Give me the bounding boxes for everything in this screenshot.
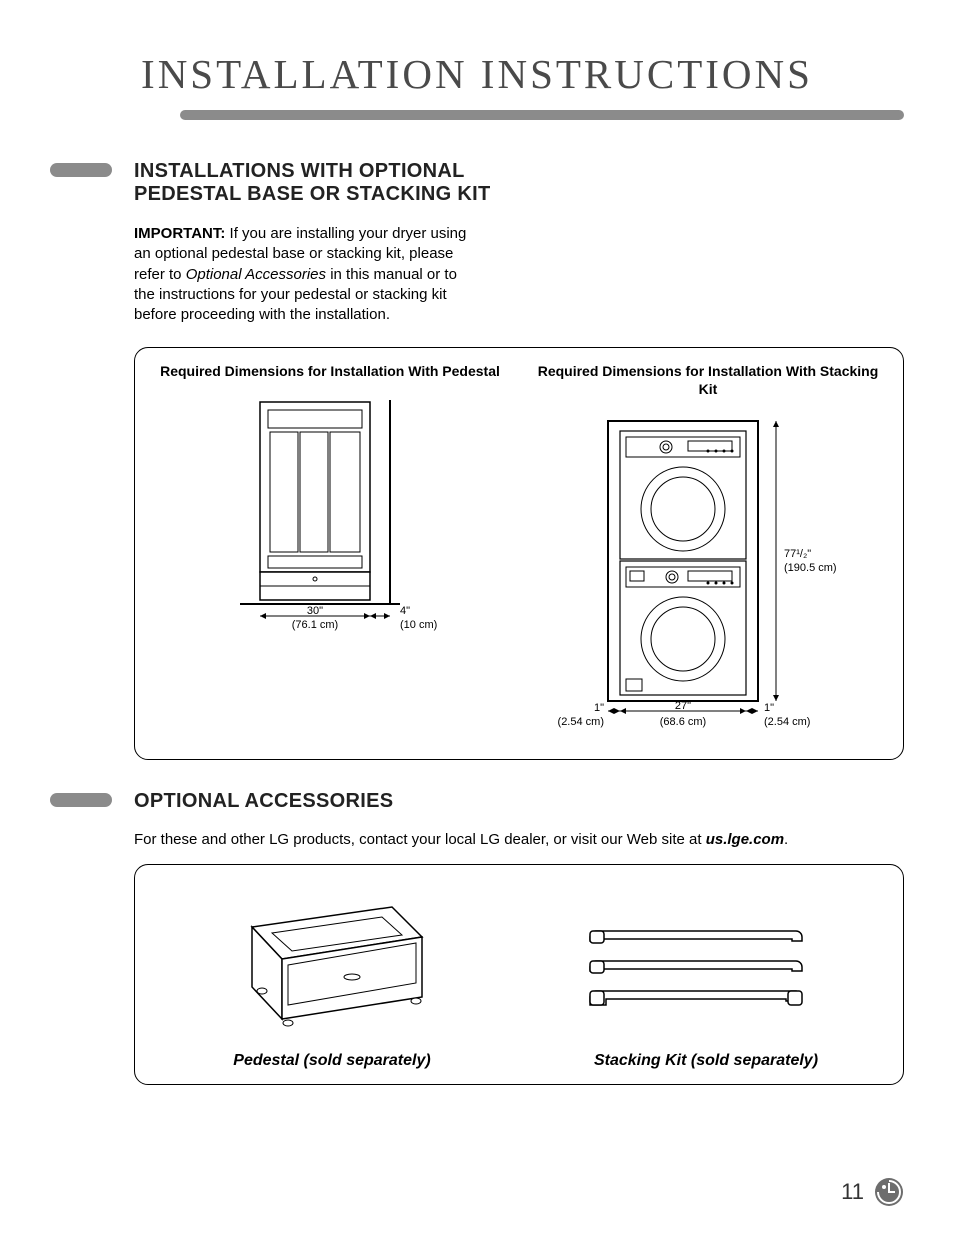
pedestal-side-cm: (10 cm)	[400, 619, 437, 631]
stacking-width-in: 27"	[675, 700, 691, 712]
stacking-title: Required Dimensions for Installation Wit…	[531, 362, 885, 398]
pedestal-title: Required Dimensions for Installation Wit…	[153, 362, 507, 380]
heading-line-2: PEDESTAL BASE OR STACKING KIT	[134, 183, 491, 205]
accessories-intro-after: .	[784, 831, 788, 848]
stacking-kit-icon	[566, 887, 846, 1037]
page-footer: 11	[841, 1177, 904, 1207]
pedestal-diagram: 30" (76.1 cm) 4" (10 cm)	[200, 392, 460, 652]
stacking-width-cm: (68.6 cm)	[660, 716, 706, 728]
heading-bullet	[50, 163, 112, 177]
pedestal-column: Required Dimensions for Installation Wit…	[153, 362, 507, 740]
stacking-product-col: Stacking Kit (sold separately)	[539, 887, 873, 1070]
accessories-intro-text: For these and other LG products, contact…	[134, 831, 706, 848]
stacking-left-cm: (2.54 cm)	[558, 716, 604, 728]
stacking-right-cm: (2.54 cm)	[764, 716, 810, 728]
stacking-left-in: 1"	[594, 702, 604, 714]
stacking-diagram: 77¹/₂" (190.5 cm) 1" (2.54 cm) 27" (68.6…	[548, 411, 868, 741]
dimensions-box: Required Dimensions for Installation Wit…	[134, 347, 904, 759]
accessories-site: us.lge.com	[706, 831, 784, 848]
pedestal-caption: Pedestal (sold separately)	[165, 1052, 499, 1070]
stacking-column: Required Dimensions for Installation Wit…	[531, 362, 885, 740]
section-2-heading: OPTIONAL ACCESSORIES	[134, 790, 393, 813]
accessories-box: Pedestal (sold separately) Stacking Kit …	[134, 864, 904, 1085]
section-1-heading-row: INSTALLATIONS WITH OPTIONAL PEDESTAL BAS…	[50, 160, 904, 206]
stacking-height-in: 77¹/₂"	[784, 548, 811, 560]
important-paragraph: IMPORTANT: If you are installing your dr…	[134, 224, 474, 325]
lg-logo-icon	[874, 1177, 904, 1207]
stacking-diagram-wrap: 77¹/₂" (190.5 cm) 1" (2.54 cm) 27" (68.6…	[531, 411, 885, 741]
section-2-heading-row: OPTIONAL ACCESSORIES	[50, 790, 904, 813]
heading-line-1: INSTALLATIONS WITH OPTIONAL	[134, 160, 465, 182]
stacking-height-cm: (190.5 cm)	[784, 562, 837, 574]
pedestal-width-in: 30"	[307, 605, 323, 617]
heading-bullet-2	[50, 793, 112, 807]
pedestal-width-cm: (76.1 cm)	[292, 619, 338, 631]
pedestal-product-col: Pedestal (sold separately)	[165, 887, 499, 1070]
section-1-heading: INSTALLATIONS WITH OPTIONAL PEDESTAL BAS…	[134, 160, 491, 206]
stacking-right-in: 1"	[764, 702, 774, 714]
accessories-intro: For these and other LG products, contact…	[134, 831, 904, 848]
title-divider	[180, 110, 904, 120]
stacking-caption: Stacking Kit (sold separately)	[539, 1052, 873, 1070]
page-number: 11	[841, 1179, 864, 1205]
pedestal-side-in: 4"	[400, 605, 410, 617]
pedestal-product-icon	[212, 887, 452, 1037]
important-italics: Optional Accessories	[186, 266, 326, 283]
pedestal-diagram-wrap: 30" (76.1 cm) 4" (10 cm)	[153, 392, 507, 652]
page-title: INSTALLATION INSTRUCTIONS	[50, 50, 904, 98]
important-label: IMPORTANT:	[134, 225, 225, 242]
